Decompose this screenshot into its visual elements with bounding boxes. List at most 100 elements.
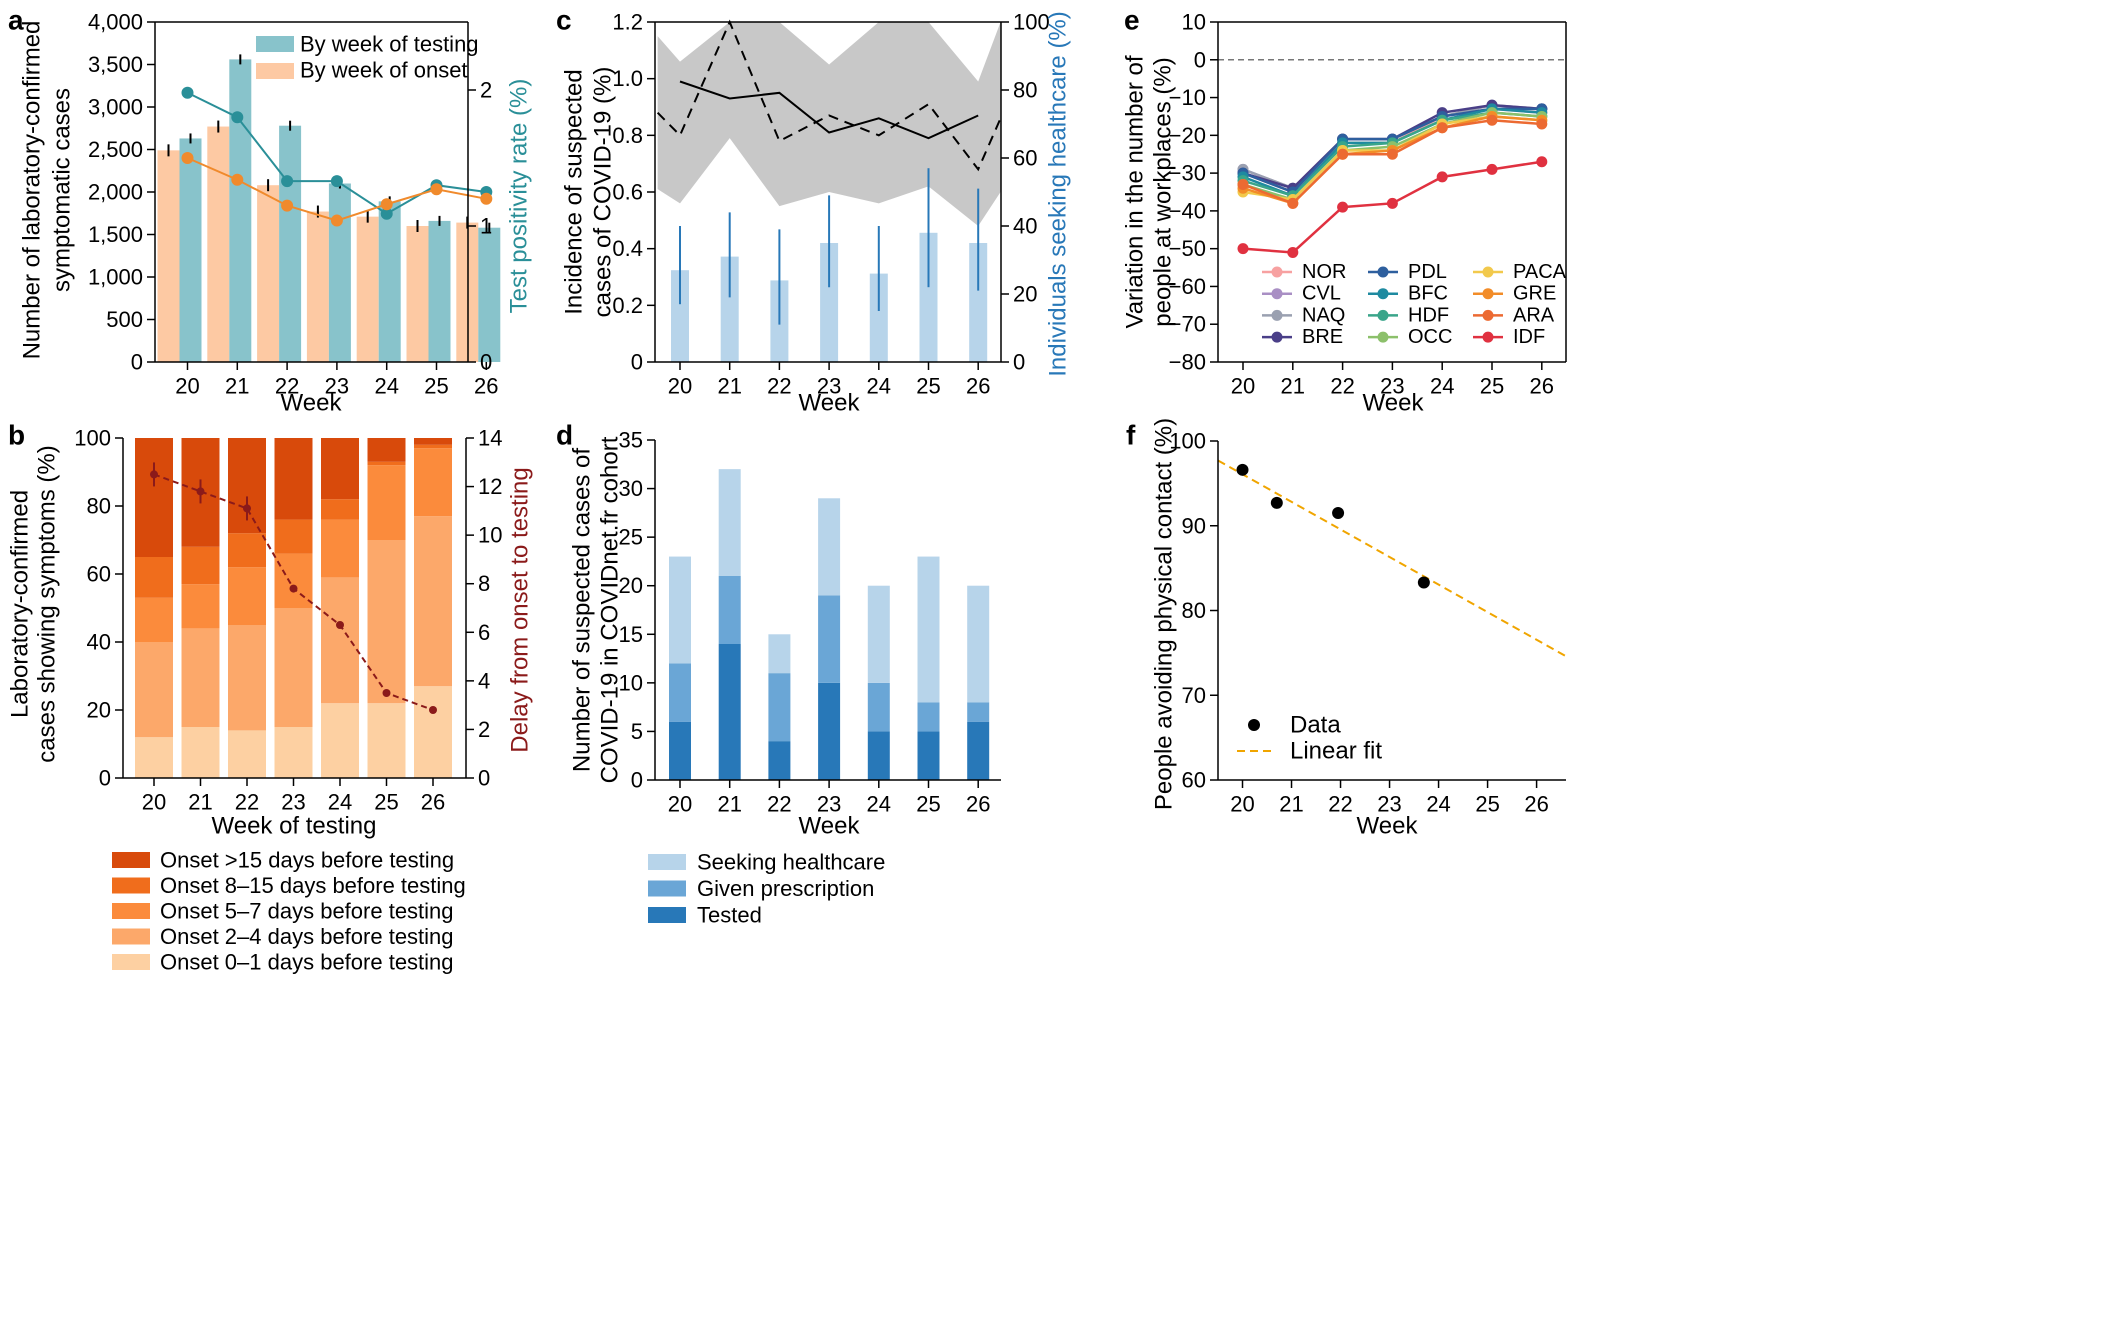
stacked-bar-segment [818, 682, 841, 780]
a-x-label: Week [281, 390, 343, 417]
panel-label: e [1124, 5, 1140, 36]
legend-label-onset: Onset 8–15 days before testing [160, 873, 466, 898]
stacked-bar-segment [718, 576, 741, 644]
c-y-tick-label: 0.2 [612, 293, 643, 318]
e-y-tick-label: −40 [1169, 198, 1206, 223]
b-y-label: Laboratory-confirmed [7, 490, 34, 718]
f-x-tick-label: 20 [1230, 792, 1254, 817]
panel-label: c [556, 5, 572, 36]
stacked-bar-segment [967, 585, 990, 703]
legend-marker-nor [1271, 266, 1283, 278]
healthcare-bar [720, 256, 739, 362]
b-x-tick-label: 21 [188, 790, 212, 815]
d-y-tick-label: 5 [631, 719, 643, 744]
a-y-tick-label: 4,000 [88, 10, 143, 35]
f-y-tick-label: 100 [1169, 429, 1206, 454]
a-x-tick-label: 24 [374, 374, 398, 399]
stacked-bar-segment [367, 438, 406, 462]
bar-onset [207, 126, 230, 362]
f-y-tick-label: 70 [1182, 683, 1206, 708]
legend-label-region: HDF [1408, 304, 1449, 326]
b-x-tick-label: 23 [281, 790, 305, 815]
e-x-tick-label: 22 [1330, 374, 1354, 399]
d-y-tick-label: 20 [619, 573, 643, 598]
a-y-tick-label: 3,500 [88, 52, 143, 77]
bar-testing [279, 125, 302, 362]
legend-swatch-cohort [648, 880, 686, 897]
legend-swatch-testing [256, 36, 294, 52]
region-point-idf [1436, 171, 1448, 183]
data-point [1236, 463, 1249, 476]
b-y-tick-label: 40 [87, 630, 111, 655]
stacked-bar-segment [768, 673, 791, 742]
stacked-bar-segment [917, 702, 940, 732]
stacked-bar-segment [669, 556, 691, 664]
region-point-idf [1386, 197, 1398, 209]
stacked-bar-segment [181, 628, 220, 727]
stacked-bar-segment [967, 721, 990, 780]
positivity-point-onset [430, 183, 443, 196]
positivity-point-onset [480, 192, 493, 205]
a-y-tick-label: 2,000 [88, 180, 143, 205]
stacked-bar-segment [414, 444, 452, 449]
legend-label-onset: Onset 0–1 days before testing [160, 950, 454, 975]
healthcare-bar [671, 270, 689, 362]
b-x-tick-label: 20 [142, 790, 166, 815]
bar-testing [328, 183, 351, 362]
delay-point [289, 584, 298, 593]
positivity-point-testing [330, 175, 343, 188]
c-y-right-tick-label: 100 [1013, 10, 1050, 35]
c-y-right-label: Individuals seeking healthcare (%) [1045, 11, 1072, 377]
legend-swatch-cohort [648, 907, 686, 923]
e-y-tick-label: −60 [1169, 274, 1206, 299]
stacked-bar-segment [367, 461, 406, 466]
c-x-tick-label: 25 [916, 374, 940, 399]
legend-label-cohort: Tested [697, 903, 762, 928]
e-y-label: people at workplaces (%) [1150, 57, 1177, 326]
stacked-bar-segment [414, 686, 452, 778]
c-y-right-tick-label: 0 [1013, 350, 1025, 375]
b-y-right-tick-label: 4 [478, 668, 490, 693]
stacked-bar-segment [718, 469, 741, 576]
stacked-bar-segment [321, 703, 359, 778]
legend-marker-bre [1271, 331, 1283, 343]
stacked-bar-segment [718, 644, 741, 780]
stacked-bar-segment [135, 737, 173, 778]
bar-testing [229, 59, 252, 363]
legend-label-region: GRE [1513, 283, 1556, 305]
legend-swatch-onset [112, 852, 150, 868]
stacked-bar-segment [669, 663, 691, 722]
bar-onset [356, 216, 379, 362]
stacked-bar-segment [228, 567, 266, 625]
d-x-tick-label: 22 [767, 792, 791, 817]
d-y-tick-label: 35 [619, 428, 643, 453]
b-y-right-tick-label: 10 [478, 523, 502, 548]
legend-label-onset: Onset 2–4 days before testing [160, 924, 454, 949]
b-x-tick-label: 25 [374, 790, 398, 815]
panel-label: d [556, 420, 573, 451]
c-x-tick-label: 20 [668, 374, 692, 399]
positivity-point-onset [380, 198, 393, 211]
a-y-right-tick-label: 2 [480, 78, 492, 103]
legend-marker-naq [1271, 309, 1283, 321]
f-x-tick-label: 25 [1475, 792, 1499, 817]
legend-label-data: Data [1290, 712, 1341, 739]
stacked-bar-segment [414, 516, 452, 687]
a-y-label: symptomatic cases [49, 88, 76, 292]
legend-label-region: CVL [1302, 283, 1341, 305]
b-x-label: Week of testing [212, 813, 377, 840]
legend-label-region: PACA [1513, 261, 1567, 283]
region-point-ara [1486, 114, 1498, 126]
data-point [1332, 507, 1345, 520]
b-y-right-tick-label: 0 [478, 766, 490, 791]
e-y-tick-label: 10 [1182, 10, 1206, 35]
incidence-dashed-line [656, 19, 1002, 172]
positivity-point-onset [181, 152, 194, 164]
d-y-tick-label: 15 [619, 622, 643, 647]
c-y-tick-label: 0.4 [612, 236, 643, 261]
a-y-right-label: Test positivity rate (%) [506, 79, 533, 314]
b-y-right-tick-label: 14 [478, 426, 502, 451]
c-x-tick-label: 23 [817, 374, 841, 399]
a-y-tick-label: 2,500 [88, 137, 143, 162]
